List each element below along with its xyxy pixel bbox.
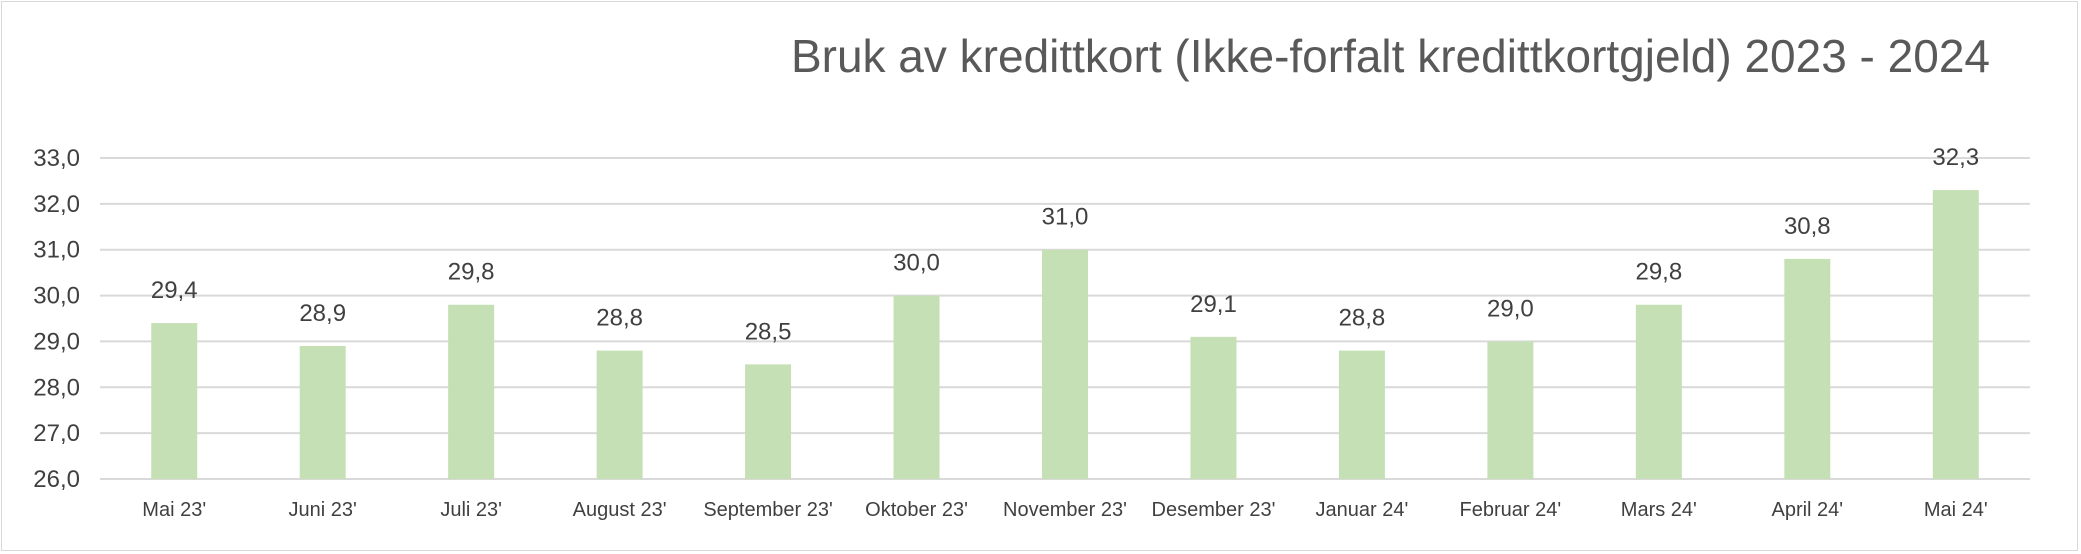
x-tick-label: Januar 24' <box>1316 499 1409 521</box>
y-tick-label: 27,0 <box>33 420 80 447</box>
x-tick-label: Mai 23' <box>142 499 206 521</box>
bar <box>893 295 940 479</box>
data-label: 29,1 <box>1190 291 1237 318</box>
bar <box>1338 350 1385 479</box>
bar <box>1042 249 1088 479</box>
bar <box>1487 341 1534 479</box>
data-label: 28,5 <box>745 318 792 345</box>
data-label: 28,9 <box>299 300 346 327</box>
y-tick-label: 30,0 <box>33 283 80 310</box>
bar <box>1784 258 1831 479</box>
bar <box>596 350 643 479</box>
bar <box>299 346 346 479</box>
data-label: 30,0 <box>893 250 940 277</box>
x-tick-label: Mars 24' <box>1621 499 1697 521</box>
y-tick-label: 29,0 <box>33 328 80 355</box>
x-tick-label: Juni 23' <box>289 499 357 521</box>
y-tick-label: 32,0 <box>33 191 80 218</box>
data-label: 28,8 <box>1339 305 1386 332</box>
x-tick-label: Desember 23' <box>1152 499 1276 521</box>
data-labels: 29,4 28,9 29,8 28,8 28,5 30,0 31,0 29,1 28,8 29,0… <box>151 144 1979 345</box>
bar <box>1932 190 1979 479</box>
data-label: 29,0 <box>1487 295 1534 322</box>
x-tick-label: September 23' <box>703 499 832 521</box>
x-tick-label: Februar 24' <box>1460 499 1562 521</box>
y-tick-label: 28,0 <box>33 374 80 401</box>
x-tick-label: Juli 23' <box>440 499 502 521</box>
x-tick-label: August 23' <box>573 499 667 521</box>
y-tick-label: 31,0 <box>33 237 80 264</box>
data-label: 29,8 <box>1635 259 1682 286</box>
x-tick-label: Oktober 23' <box>865 499 968 521</box>
x-tick-label: November 23' <box>1003 499 1127 521</box>
data-label: 29,4 <box>151 277 198 304</box>
y-tick-label: 33,0 <box>33 145 80 172</box>
data-label: 30,8 <box>1784 213 1831 240</box>
x-tick-label: April 24' <box>1771 499 1843 521</box>
bar <box>151 323 198 479</box>
data-label: 29,8 <box>448 259 495 286</box>
data-label: 28,8 <box>596 305 643 332</box>
bar <box>1190 336 1237 479</box>
y-axis-ticks: 26,0 27,0 28,0 29,0 30,0 31,0 32,0 33,0 <box>33 145 80 493</box>
y-tick-label: 26,0 <box>33 466 80 493</box>
x-axis-ticks: Mai 23' Juni 23' Juli 23' August 23' Septemb… <box>142 499 1987 521</box>
chart-title: Bruk av kredittkort (Ikke-forfalt kredit… <box>791 30 1990 82</box>
bar <box>745 364 792 479</box>
bar <box>448 304 495 479</box>
data-label: 31,0 <box>1042 204 1089 231</box>
bar <box>1635 304 1682 479</box>
data-label: 32,3 <box>1932 144 1979 171</box>
bars <box>151 190 1979 479</box>
x-tick-label: Mai 24' <box>1924 499 1988 521</box>
